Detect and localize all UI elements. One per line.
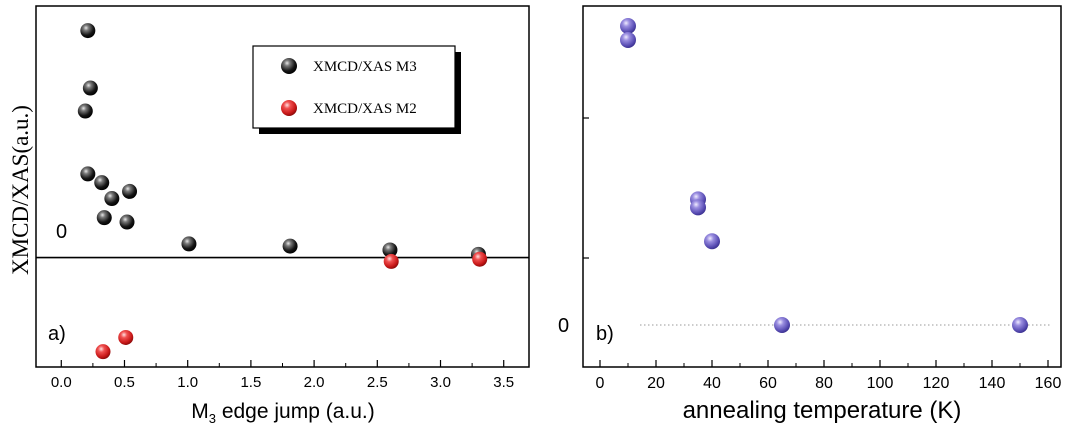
- point-m3: [96, 210, 112, 226]
- legend-marker-m2: [281, 100, 297, 116]
- panel-a-y-axis-label: XMCD/XAS(a.u.): [8, 105, 33, 275]
- x-tick-label: 2.5: [367, 374, 388, 391]
- panel-a-label: a): [48, 323, 66, 345]
- point-m3: [119, 214, 135, 230]
- point-annealing: [774, 317, 790, 333]
- point-m2: [383, 253, 399, 269]
- x-tick-label: 20: [647, 375, 665, 392]
- legend: XMCD/XAS M3 XMCD/XAS M2: [252, 45, 461, 134]
- point-m3: [382, 242, 398, 258]
- point-annealing: [620, 31, 636, 48]
- panel-b-label: b): [596, 323, 614, 345]
- panel-b-zero-label: 0: [558, 315, 569, 337]
- x-tick-label: 3.0: [430, 374, 451, 391]
- point-m2: [472, 251, 488, 267]
- x-tick-label: 1.5: [240, 374, 261, 391]
- legend-marker-m3: [281, 58, 297, 74]
- legend-label-m2: XMCD/XAS M2: [313, 101, 417, 117]
- panel-a-zero-label: 0: [56, 221, 67, 243]
- panel-a-x-axis-label: M3 edge jump (a.u.): [191, 400, 375, 426]
- point-annealing: [690, 199, 706, 216]
- panel-b-y-ticks: [583, 117, 589, 259]
- x-tick-label: 0.5: [114, 374, 135, 391]
- x-tick-label: 160: [1035, 375, 1062, 392]
- point-m3: [104, 191, 120, 207]
- x-tick-label: 0: [596, 375, 605, 392]
- panel-b: 0 b) 0 20 40 60 80 100 120 140 160 annealing tem…: [558, 5, 1062, 424]
- x-tick-label: 120: [923, 375, 950, 392]
- x-tick-label: 60: [759, 375, 777, 392]
- x-tick-label: 140: [979, 375, 1006, 392]
- point-m3: [77, 103, 93, 119]
- point-m3: [94, 175, 110, 191]
- x-tick-label: 100: [867, 375, 894, 392]
- point-annealing: [620, 18, 636, 34]
- x-tick-label: 3.5: [493, 374, 514, 391]
- legend-label-m3: XMCD/XAS M3: [313, 59, 417, 75]
- x-tick-label: 2.0: [304, 374, 325, 391]
- point-m2: [118, 329, 134, 345]
- panel-b-points: [620, 18, 1028, 333]
- x-tick-label: 1.0: [177, 374, 198, 391]
- panel-b-frame: [582, 5, 1062, 368]
- panel-a-x-ticks: 0.0 0.5 1.0 1.5 2.0 2.5 3.0 3.5: [51, 360, 514, 391]
- point-annealing: [704, 233, 720, 250]
- x-tick-label: 0.0: [51, 374, 72, 391]
- point-m3: [282, 238, 298, 254]
- panel-b-x-axis-label: annealing temperature (K): [683, 397, 962, 424]
- point-m3: [122, 183, 138, 199]
- panel-b-x-ticks: 0 20 40 60 80 100 120 140 160: [596, 360, 1062, 392]
- x-tick-label: 80: [815, 375, 833, 392]
- point-m3: [181, 236, 197, 252]
- panel-a-points: [77, 23, 488, 360]
- point-m2: [95, 344, 111, 360]
- point-annealing: [1012, 317, 1028, 333]
- x-tick-label: 40: [703, 375, 721, 392]
- point-m3: [80, 23, 96, 39]
- point-m3: [80, 166, 96, 182]
- panel-a: 0 a) 0.0 0.5 1.0 1.5 2.0 2.5 3.0 3.5 XMCD/XAS(a…: [8, 5, 530, 426]
- point-m3: [82, 80, 98, 96]
